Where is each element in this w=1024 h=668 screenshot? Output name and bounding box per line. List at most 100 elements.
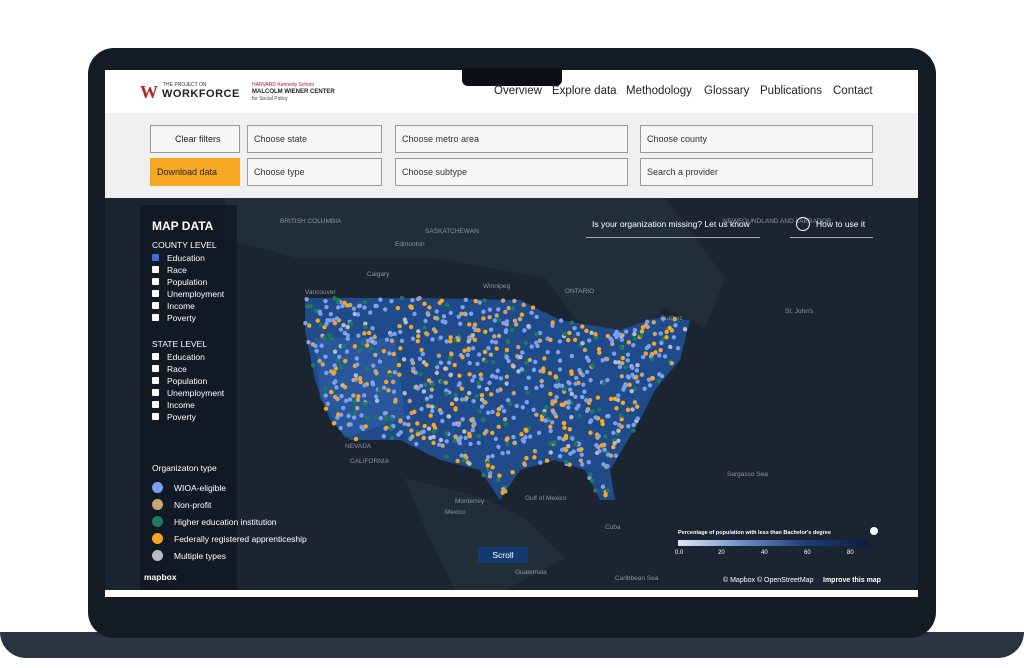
organization-dot bbox=[363, 324, 368, 330]
organization-dot bbox=[443, 366, 448, 371]
organization-dot bbox=[444, 391, 449, 396]
logo-mark: W bbox=[140, 82, 158, 102]
organization-dot bbox=[414, 441, 419, 447]
filter-select[interactable]: Choose state bbox=[247, 125, 382, 153]
organization-dot bbox=[345, 336, 350, 341]
organization-dot bbox=[457, 437, 462, 442]
organization-dot bbox=[502, 416, 508, 422]
organization-dot bbox=[620, 360, 625, 366]
organization-dot bbox=[415, 421, 420, 426]
organization-dot bbox=[472, 337, 478, 343]
filter-select[interactable]: Choose subtype bbox=[395, 158, 628, 186]
organization-dot bbox=[341, 322, 346, 328]
how-link[interactable]: How to use it bbox=[816, 219, 866, 229]
checkbox[interactable] bbox=[152, 266, 159, 273]
organization-dot bbox=[428, 413, 433, 418]
checkbox[interactable] bbox=[152, 353, 159, 360]
organization-dot bbox=[635, 379, 640, 384]
checkbox[interactable] bbox=[152, 413, 159, 420]
organization-dot bbox=[430, 337, 435, 342]
organization-dot bbox=[476, 352, 482, 357]
improve-link[interactable]: Improve this map bbox=[823, 577, 881, 584]
organization-dot bbox=[523, 340, 529, 345]
organization-dot bbox=[519, 367, 524, 372]
checkbox[interactable] bbox=[152, 278, 159, 285]
checkbox[interactable] bbox=[152, 290, 159, 297]
organization-dot bbox=[613, 453, 619, 458]
organization-dot bbox=[438, 437, 444, 443]
checkbox[interactable] bbox=[152, 254, 159, 261]
organization-dot bbox=[562, 425, 567, 430]
organization-dot bbox=[572, 326, 577, 331]
organization-dot bbox=[497, 473, 502, 478]
checkbox[interactable] bbox=[152, 377, 159, 384]
organization-dot bbox=[463, 297, 469, 303]
organization-dot bbox=[553, 374, 558, 379]
organization-dot bbox=[576, 403, 581, 408]
checkbox[interactable] bbox=[152, 401, 159, 408]
organization-dot bbox=[537, 338, 543, 343]
organization-dot bbox=[643, 351, 648, 356]
legend-label: Multiple types bbox=[174, 551, 226, 561]
checkbox[interactable] bbox=[152, 302, 159, 309]
filter-select[interactable]: Choose metro area bbox=[395, 125, 628, 153]
organization-dot bbox=[504, 319, 510, 324]
checkbox[interactable] bbox=[152, 389, 159, 396]
nav-link[interactable]: Publications bbox=[760, 85, 823, 97]
organization-dot bbox=[593, 415, 598, 420]
organization-dot bbox=[467, 461, 472, 466]
nav-link[interactable]: Methodology bbox=[626, 85, 692, 97]
organization-dot bbox=[525, 390, 530, 395]
nav-link[interactable]: Explore data bbox=[552, 85, 617, 97]
organization-dot bbox=[634, 368, 640, 373]
organization-dot bbox=[630, 407, 635, 412]
organization-dot bbox=[565, 337, 571, 343]
organization-dot bbox=[387, 351, 392, 356]
organization-dot bbox=[313, 343, 318, 349]
organization-dot bbox=[363, 424, 368, 429]
legend-swatch bbox=[152, 550, 163, 561]
organization-dot bbox=[555, 378, 561, 384]
checkbox[interactable] bbox=[152, 314, 159, 321]
organization-dot bbox=[642, 386, 647, 391]
organization-dot bbox=[436, 442, 442, 447]
organization-dot bbox=[509, 328, 515, 333]
organization-dot bbox=[505, 340, 511, 345]
filter-select[interactable]: Choose county bbox=[640, 125, 873, 153]
organization-dot bbox=[630, 365, 635, 371]
organization-dot bbox=[355, 405, 360, 411]
organization-dot bbox=[460, 354, 465, 360]
checkbox[interactable] bbox=[152, 365, 159, 372]
nav-link[interactable]: Contact bbox=[833, 85, 873, 97]
organization-dot bbox=[605, 413, 610, 419]
legend-heading: Organizaton type bbox=[152, 463, 217, 473]
organization-dot bbox=[572, 337, 578, 342]
missing-link[interactable]: Is your organization missing? Let us kno… bbox=[592, 219, 750, 229]
organization-dot bbox=[616, 393, 621, 398]
organization-dot bbox=[619, 337, 625, 342]
organization-dot bbox=[579, 394, 585, 400]
checkbox-label: Education bbox=[167, 252, 205, 263]
organization-dot bbox=[541, 411, 547, 417]
organization-dot bbox=[584, 369, 590, 375]
nav-link[interactable]: Overview bbox=[494, 85, 542, 97]
organization-dot bbox=[351, 306, 357, 311]
organization-dot bbox=[534, 385, 539, 391]
organization-dot bbox=[566, 405, 571, 410]
organization-dot bbox=[398, 418, 403, 423]
organization-dot bbox=[406, 422, 411, 427]
organization-dot bbox=[557, 358, 563, 363]
download-button[interactable]: Download data bbox=[150, 158, 240, 186]
clear-filters-button[interactable]: Clear filters bbox=[150, 125, 240, 153]
organization-dot bbox=[378, 416, 383, 421]
organization-dot bbox=[659, 340, 664, 346]
scroll-button[interactable]: Scroll bbox=[478, 547, 528, 563]
filter-select[interactable]: Choose type bbox=[247, 158, 382, 186]
organization-dot bbox=[467, 372, 472, 377]
organization-dot bbox=[458, 321, 463, 326]
filter-select[interactable]: Search a provider bbox=[640, 158, 873, 186]
organization-dot bbox=[614, 329, 619, 335]
organization-dot bbox=[604, 356, 610, 362]
nav-link[interactable]: Glossary bbox=[704, 85, 750, 97]
organization-dot bbox=[489, 339, 495, 344]
